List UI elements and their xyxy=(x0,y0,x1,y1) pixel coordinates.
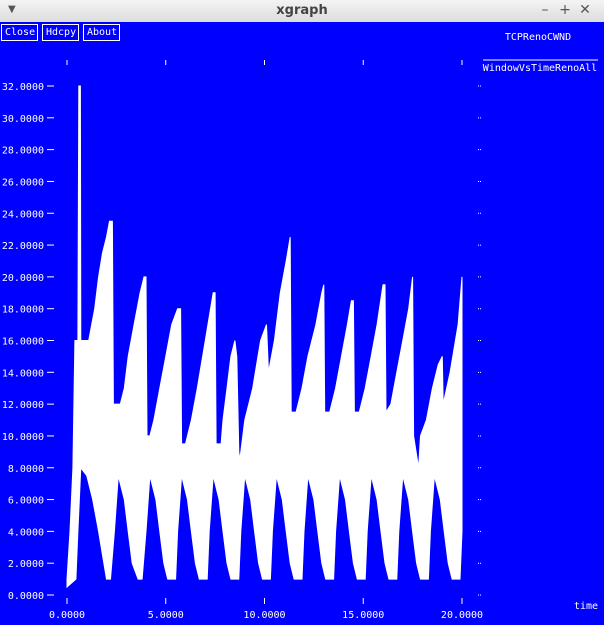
y-tick-label: 12.0000 xyxy=(2,400,44,411)
y-tick-label: 28.0000 xyxy=(2,146,44,157)
y-tick-label: 0.0000 xyxy=(8,591,44,602)
plot-area xyxy=(66,85,463,589)
window-titlebar: ▼ xgraph – + ✕ xyxy=(0,0,604,23)
close-icon[interactable]: ✕ xyxy=(579,2,591,18)
cwnd-chart: TCPRenoCWND WindowVsTimeRenoAll time 0.0… xyxy=(2,32,598,621)
y-tick-label: 22.0000 xyxy=(2,241,44,252)
y-tick-label: 2.0000 xyxy=(8,559,44,570)
y-tick-label: 10.0000 xyxy=(2,432,44,443)
y-tick-label: 8.0000 xyxy=(8,464,44,475)
y-tick-label: 6.0000 xyxy=(8,496,44,507)
y-tick-label: 26.0000 xyxy=(2,177,44,188)
xgraph-canvas: Close Hdcpy About TCPRenoCWND WindowVsTi… xyxy=(0,22,604,625)
y-tick-label: 30.0000 xyxy=(2,114,44,125)
y-tick-label: 16.0000 xyxy=(2,337,44,348)
x-tick-label: 15.0000 xyxy=(342,610,384,621)
axis-ticks: 0.0000 2.0000 4.0000 6.0000 8.0000 10.0000 12.… xyxy=(2,60,483,621)
chart-title: TCPRenoCWND xyxy=(505,32,571,43)
x-tick-label: 10.0000 xyxy=(243,610,285,621)
minimize-icon[interactable]: – xyxy=(541,2,549,18)
y-tick-label: 32.0000 xyxy=(2,82,44,93)
about-button[interactable]: About xyxy=(83,24,120,41)
chevron-down-icon[interactable]: ▼ xyxy=(8,4,16,15)
y-tick-label: 4.0000 xyxy=(8,527,44,538)
y-tick-label: 14.0000 xyxy=(2,368,44,379)
y-tick-label: 20.0000 xyxy=(2,273,44,284)
y-tick-label: 24.0000 xyxy=(2,209,44,220)
window-title: xgraph xyxy=(276,3,328,18)
legend-label: WindowVsTimeRenoAll xyxy=(483,63,597,74)
close-button[interactable]: Close xyxy=(1,24,38,41)
x-axis-label: time xyxy=(574,601,598,612)
x-tick-label: 5.0000 xyxy=(148,610,184,621)
series-area-0 xyxy=(66,85,463,589)
maximize-icon[interactable]: + xyxy=(559,2,571,18)
x-tick-label: 0.0000 xyxy=(49,610,85,621)
x-tick-label: 20.0000 xyxy=(441,610,483,621)
y-tick-label: 18.0000 xyxy=(2,305,44,316)
hdcpy-button[interactable]: Hdcpy xyxy=(42,24,79,41)
